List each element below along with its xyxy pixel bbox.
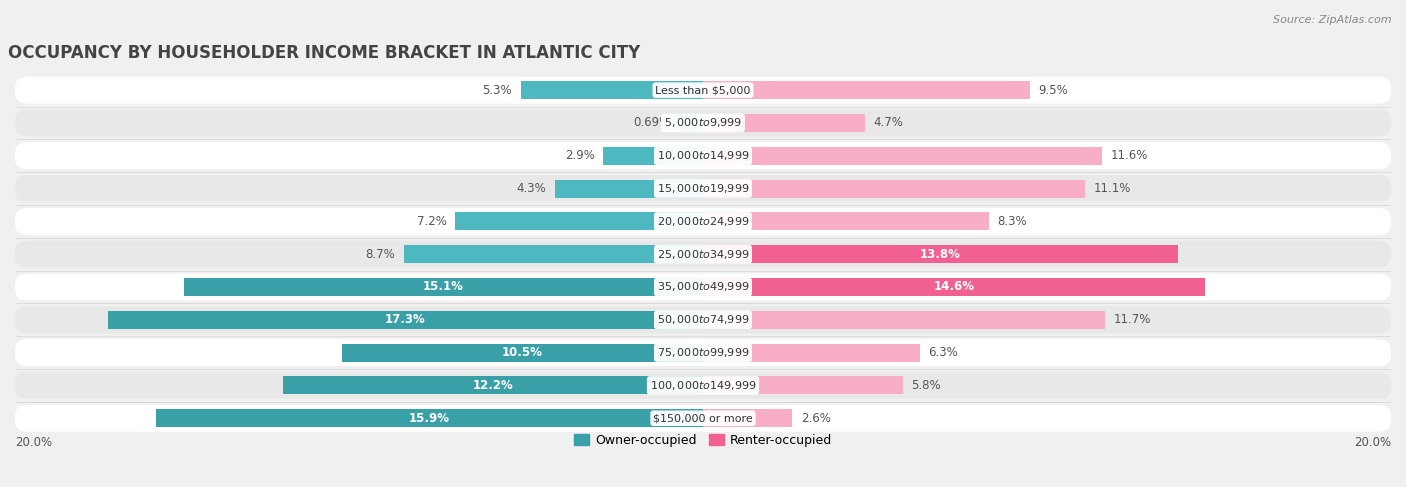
Bar [108,311,703,329]
Text: 17.3%: 17.3% [385,313,426,326]
FancyBboxPatch shape [15,405,1391,431]
Legend: Owner-occupied, Renter-occupied: Owner-occupied, Renter-occupied [568,429,838,452]
FancyBboxPatch shape [15,110,1391,136]
Text: $15,000 to $19,999: $15,000 to $19,999 [657,182,749,195]
Text: $35,000 to $49,999: $35,000 to $49,999 [657,281,749,294]
Text: $5,000 to $9,999: $5,000 to $9,999 [664,116,742,130]
Text: 13.8%: 13.8% [920,248,960,261]
Text: 4.7%: 4.7% [873,116,903,130]
Text: 8.3%: 8.3% [997,215,1026,228]
Text: 5.3%: 5.3% [482,84,512,96]
FancyBboxPatch shape [15,76,1391,104]
Text: 11.6%: 11.6% [1111,150,1149,162]
FancyBboxPatch shape [15,142,1391,169]
Text: OCCUPANCY BY HOUSEHOLDER INCOME BRACKET IN ATLANTIC CITY: OCCUPANCY BY HOUSEHOLDER INCOME BRACKET … [8,44,640,62]
Text: 2.6%: 2.6% [801,412,831,425]
Bar [703,278,1205,296]
Text: $150,000 or more: $150,000 or more [654,413,752,423]
Bar [404,245,703,263]
Text: $50,000 to $74,999: $50,000 to $74,999 [657,313,749,326]
Text: 4.3%: 4.3% [517,182,547,195]
Text: 12.2%: 12.2% [472,379,513,392]
FancyBboxPatch shape [15,208,1391,235]
Bar [703,376,903,394]
Text: 11.1%: 11.1% [1094,182,1130,195]
Text: $10,000 to $14,999: $10,000 to $14,999 [657,150,749,162]
Text: 20.0%: 20.0% [1354,436,1391,450]
Bar [342,344,703,362]
Text: 8.7%: 8.7% [366,248,395,261]
Text: $75,000 to $99,999: $75,000 to $99,999 [657,346,749,359]
Text: 15.9%: 15.9% [409,412,450,425]
FancyBboxPatch shape [15,372,1391,399]
Bar [603,147,703,165]
Bar [520,81,703,99]
FancyBboxPatch shape [15,306,1391,333]
Text: 2.9%: 2.9% [565,150,595,162]
Text: 20.0%: 20.0% [15,436,52,450]
Text: $100,000 to $149,999: $100,000 to $149,999 [650,379,756,392]
Bar [184,278,703,296]
Text: Source: ZipAtlas.com: Source: ZipAtlas.com [1274,15,1392,25]
Text: 15.1%: 15.1% [423,281,464,294]
Text: 0.69%: 0.69% [634,116,671,130]
Bar [703,114,865,132]
Bar [703,81,1029,99]
FancyBboxPatch shape [15,175,1391,202]
Text: Less than $5,000: Less than $5,000 [655,85,751,95]
FancyBboxPatch shape [15,274,1391,300]
FancyBboxPatch shape [15,241,1391,268]
Bar [156,409,703,427]
Bar [284,376,703,394]
Text: $20,000 to $24,999: $20,000 to $24,999 [657,215,749,228]
Bar [703,245,1178,263]
Text: 7.2%: 7.2% [416,215,447,228]
Bar [456,212,703,230]
Bar [703,409,793,427]
Text: $25,000 to $34,999: $25,000 to $34,999 [657,248,749,261]
Text: 10.5%: 10.5% [502,346,543,359]
Bar [703,147,1102,165]
Bar [555,180,703,198]
Bar [703,344,920,362]
Bar [703,311,1105,329]
Text: 6.3%: 6.3% [928,346,957,359]
Text: 5.8%: 5.8% [911,379,941,392]
Bar [703,212,988,230]
Text: 14.6%: 14.6% [934,281,974,294]
Text: 9.5%: 9.5% [1039,84,1069,96]
Bar [679,114,703,132]
Bar [703,180,1085,198]
Text: 11.7%: 11.7% [1114,313,1152,326]
FancyBboxPatch shape [15,339,1391,366]
